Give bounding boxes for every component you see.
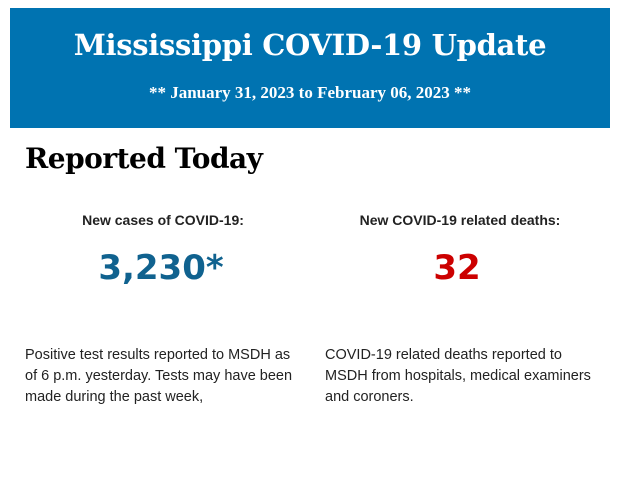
deaths-note-line: and coroners. xyxy=(325,389,414,405)
section-heading: Reported Today xyxy=(25,142,263,175)
deaths-value: 32 xyxy=(433,248,481,288)
deaths-note-line: MSDH from hospitals, medical examiners xyxy=(325,368,591,384)
cases-note-line: Positive test results reported to MSDH a… xyxy=(25,347,291,363)
deaths-note: COVID-19 related deaths reported to MSDH… xyxy=(325,345,610,408)
cases-note: Positive test results reported to MSDH a… xyxy=(25,345,310,408)
date-range: ** January 31, 2023 to February 06, 2023… xyxy=(148,83,472,102)
cases-label: New cases of COVID-19: xyxy=(82,212,244,228)
cases-note-line: made during the past week, xyxy=(25,389,204,405)
deaths-label: New COVID-19 related deaths: xyxy=(359,212,561,228)
cases-value: 3,230* xyxy=(98,248,224,288)
header-banner: Mississippi COVID-19 Update ** January 3… xyxy=(10,8,610,128)
cases-note-line: of 6 p.m. yesterday. Tests may have been xyxy=(25,368,293,384)
page-title: Mississippi COVID-19 Update xyxy=(73,28,547,62)
deaths-note-line: COVID-19 related deaths reported to xyxy=(325,347,562,363)
